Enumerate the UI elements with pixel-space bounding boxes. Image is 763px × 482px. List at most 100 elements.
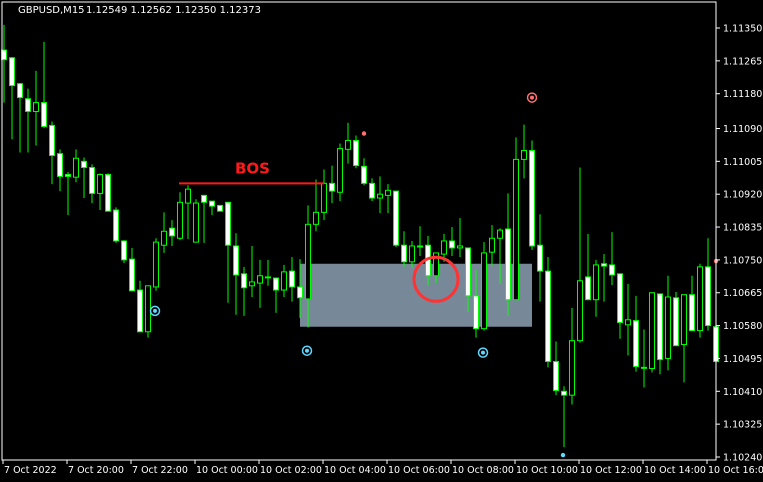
time-label: 10 Oct 06:00	[388, 465, 450, 476]
bear-candle-body	[585, 276, 591, 301]
bear-candle-body	[225, 201, 231, 246]
bear-candle-body	[361, 165, 367, 184]
candle	[601, 254, 607, 302]
bear-candle-body	[601, 263, 607, 267]
bull-candle-body	[641, 366, 647, 369]
candles	[1, 24, 719, 447]
highlight-circle	[412, 255, 460, 303]
bear-candle-body	[49, 124, 55, 157]
candle	[225, 201, 231, 303]
candle	[145, 285, 151, 338]
candle	[585, 233, 591, 301]
candle	[665, 275, 671, 371]
bear-candle-body	[81, 160, 87, 169]
candle	[313, 179, 319, 232]
candle	[689, 275, 695, 332]
candle	[153, 238, 159, 291]
price-label: 1.10750	[723, 255, 762, 266]
bos-label: BOS	[235, 159, 270, 177]
candle	[473, 269, 479, 338]
bull-candle-body	[409, 245, 415, 263]
candle	[217, 204, 223, 212]
bear-candle-body	[393, 190, 399, 246]
bear-candle-body	[273, 277, 279, 291]
candle	[649, 292, 655, 373]
price-axis[interactable]: 1.11350 1.11265 1.11180 1.11090 1.11005 1.109…	[716, 24, 762, 464]
candle	[633, 295, 639, 372]
swing-low-marker-icon	[301, 345, 313, 356]
candle	[177, 192, 183, 241]
candle	[65, 172, 71, 216]
price-label: 1.10495	[723, 354, 762, 365]
candle	[409, 240, 415, 269]
candle	[593, 259, 599, 317]
bull-candle-body	[433, 252, 439, 277]
candle	[17, 82, 23, 153]
bull-candle-body	[513, 158, 519, 301]
time-axis[interactable]: 7 Oct 2022 7 Oct 20:00 7 Oct 22:00 10 Oct 0…	[2, 460, 763, 476]
price-label: 1.10580	[723, 321, 762, 332]
bear-candle-body	[17, 83, 23, 99]
bull-candle-body	[457, 245, 463, 249]
bear-candle-body	[289, 270, 295, 288]
bull-candle-body	[569, 340, 575, 396]
candle	[185, 185, 191, 240]
candle	[161, 212, 167, 253]
candle	[577, 167, 583, 343]
candle	[337, 143, 343, 202]
bear-candle-body	[105, 173, 111, 212]
bull-candle-body	[177, 201, 183, 239]
price-label: 1.10920	[723, 190, 762, 201]
bull-candle-body	[313, 211, 319, 225]
bull-candle-body	[97, 173, 103, 194]
bear-candle-body	[529, 150, 535, 247]
time-label: 7 Oct 22:00	[132, 465, 188, 476]
candle	[201, 194, 207, 243]
candle	[57, 149, 63, 192]
bull-candle-body	[385, 189, 391, 196]
chart-frame	[1, 1, 717, 461]
price-label: 1.11090	[723, 124, 762, 135]
candle	[617, 273, 623, 339]
bear-candle-body	[65, 173, 71, 177]
candle	[569, 307, 575, 405]
bear-candle-body	[217, 204, 223, 212]
candle	[625, 283, 631, 356]
bear-candle-body	[537, 244, 543, 272]
candle	[537, 214, 543, 302]
candle	[497, 228, 503, 284]
candle	[273, 277, 279, 313]
candle	[641, 329, 647, 388]
bear-candle-body	[609, 264, 615, 276]
ohlc-quote: 1.12549 1.12562 1.12350 1.12373	[86, 5, 261, 16]
bear-candle-body	[505, 228, 511, 301]
candle	[353, 135, 359, 169]
bull-candle-body	[481, 252, 487, 330]
candle	[209, 200, 215, 216]
symbol-timeframe: GBPUSD,M15	[18, 5, 85, 16]
bull-candle-body	[265, 276, 271, 279]
bull-candle-body	[33, 102, 39, 112]
candle	[105, 173, 111, 212]
time-label: 10 Oct 14:00	[644, 465, 706, 476]
bull-candle-body	[377, 193, 383, 199]
bear-candle-body	[129, 258, 135, 292]
bear-candle-body	[25, 98, 31, 112]
candle	[377, 176, 383, 214]
bull-candle-body	[185, 188, 191, 204]
price-label: 1.10835	[723, 223, 762, 234]
low-dot-icon	[560, 452, 566, 458]
bull-candle-body	[625, 319, 631, 326]
bear-candle-body	[169, 227, 175, 237]
bull-candle-body	[257, 275, 263, 284]
time-label: 10 Oct 10:00	[516, 465, 578, 476]
time-label: 10 Oct 00:00	[196, 465, 258, 476]
bear-candle-body	[545, 270, 551, 363]
candle	[121, 240, 127, 263]
bull-candle-body	[305, 223, 311, 300]
swing-high-marker-icon	[526, 92, 538, 103]
candle	[489, 225, 495, 267]
bull-candle-body	[441, 240, 447, 255]
